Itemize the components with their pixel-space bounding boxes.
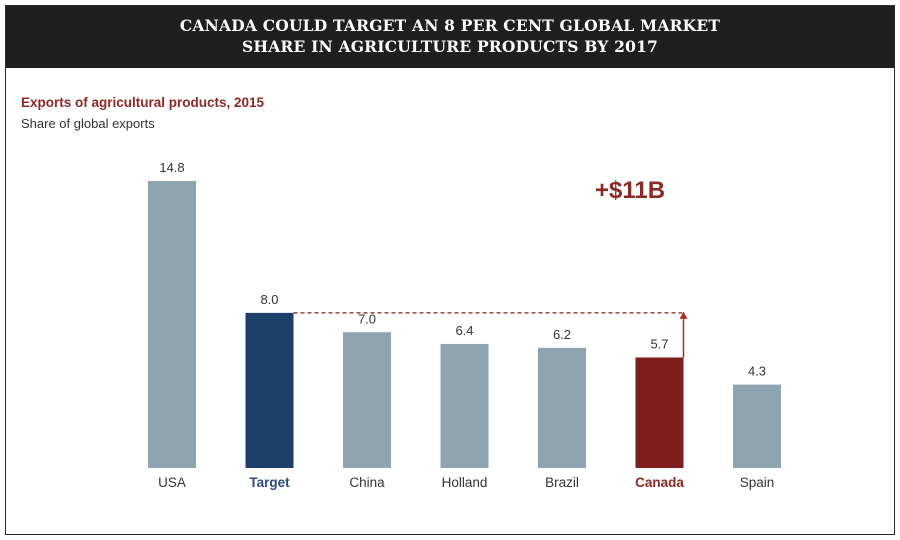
gap-arrow-head-icon (679, 311, 688, 319)
value-label-target: 8.0 (260, 292, 278, 307)
value-label-china: 7.0 (358, 311, 376, 326)
value-label-spain: 4.3 (748, 364, 766, 379)
chart-title: Exports of agricultural products, 2015 (21, 95, 265, 110)
category-label-brazil: Brazil (545, 475, 579, 490)
category-label-usa: USA (158, 475, 186, 490)
category-label-spain: Spain (740, 475, 775, 490)
value-label-usa: 14.8 (159, 160, 184, 175)
chart-subtitle: Share of global exports (21, 116, 155, 131)
bar-china (343, 332, 391, 468)
category-label-holland: Holland (442, 475, 488, 490)
value-label-holland: 6.4 (455, 323, 473, 338)
category-label-china: China (349, 475, 385, 490)
category-label-target: Target (249, 475, 290, 490)
category-label-canada: Canada (635, 475, 684, 490)
value-label-canada: 5.7 (650, 336, 668, 351)
bar-brazil (538, 347, 586, 468)
bar-holland (440, 343, 489, 468)
callout-label: +$11B (595, 177, 666, 204)
bar-usa (148, 181, 196, 468)
banner-line-2: SHARE IN AGRICULTURE PRODUCTS BY 2017 (241, 37, 659, 56)
bar-spain (733, 384, 781, 468)
bar-target (245, 312, 294, 468)
value-label-brazil: 6.2 (553, 327, 571, 342)
bar-canada (635, 357, 684, 468)
banner-header: CANADA COULD TARGET AN 8 PER CENT GLOBAL… (6, 6, 894, 68)
banner-line-1: CANADA COULD TARGET AN 8 PER CENT GLOBAL… (179, 16, 721, 35)
